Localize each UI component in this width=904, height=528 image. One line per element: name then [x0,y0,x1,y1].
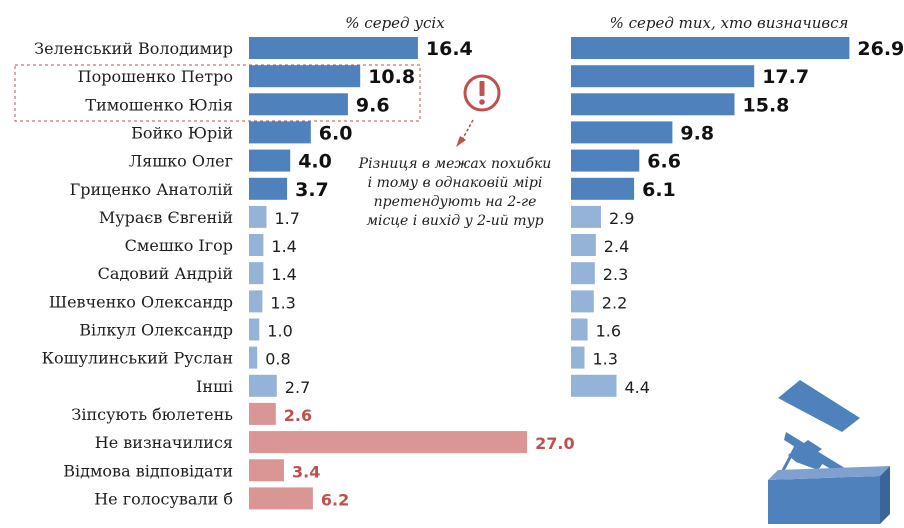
category-label: Кошулинський Руслан [42,349,233,368]
bar-series1 [249,346,258,369]
bar-series1 [249,37,418,59]
bar-series2 [571,93,735,116]
data-label-series2: 17.7 [762,66,809,88]
data-label-series2: 6.1 [642,179,676,201]
annotation-line: місце і вихід у 2-ий тур [366,213,543,229]
data-label-series1: 1.3 [270,293,295,312]
exclamation-circle-icon [463,74,501,112]
series2-header: % серед тих, хто визначився [610,14,849,32]
bar-series2 [571,149,640,172]
bar-series1 [249,93,348,116]
data-label-series1: 1.4 [271,237,296,256]
data-label-series2: 2.3 [603,265,628,284]
data-label-series1: 6.2 [321,490,349,509]
bar-series1 [249,234,264,256]
annotation-line: і тому в однаковій мірі [368,175,543,191]
data-label-series2: 6.6 [647,151,681,173]
annotation-arrow [456,119,474,147]
bar-series1 [249,487,313,510]
category-label: Вілкул Олександр [79,321,233,340]
bar-series2 [571,65,755,88]
bar-series1 [249,459,284,482]
data-label-series2: 2.2 [602,293,627,312]
data-label-series1: 1.4 [271,265,296,284]
data-label-series1: 1.0 [267,322,292,341]
data-label-series1: 4.0 [298,151,332,173]
data-label-series1: 2.7 [285,378,310,397]
bar-series2 [571,318,588,341]
bar-series2 [571,177,635,200]
category-label: Інші [196,377,233,396]
category-label: Бойко Юрій [131,123,233,142]
bar-series1 [249,177,288,200]
data-label-series2: 15.8 [743,94,790,116]
bar-series2 [571,205,601,228]
bar-series1 [249,290,263,313]
bar-series1 [249,318,260,341]
bar-series2 [571,346,585,369]
data-label-series2: 1.3 [593,350,618,369]
bar-series2 [571,121,673,144]
annotation-line: претендують на 2-ге [374,194,537,210]
category-label: Мураєв Євгеній [99,208,233,227]
bar-series2 [571,262,595,285]
category-label: Тимошенко Юлія [85,95,233,114]
data-label-series1: 3.7 [295,179,329,201]
category-label: Зіпсують бюлетень [71,405,233,424]
bar-series1 [249,149,291,172]
data-label-series1: 9.6 [356,94,390,116]
category-label: Не голосували б [94,489,233,508]
bar-series1 [249,205,267,228]
category-label: Гриценко Анатолій [70,180,233,199]
data-label-series2: 2.9 [609,209,634,228]
data-label-series2: 1.6 [596,322,621,341]
highlight-box [14,64,421,122]
data-label-series1: 0.8 [265,350,290,369]
data-label-series1: 1.7 [275,209,300,228]
category-label: Смешко Ігор [125,236,233,255]
bar-series2 [571,234,596,256]
bar-series1 [249,431,528,454]
bar-series1 [249,121,311,144]
bar-series1 [249,374,277,397]
category-label: Ляшко Олег [129,152,233,171]
bar-series1 [249,65,361,88]
data-label-series2: 26.9 [857,38,904,60]
data-label-series1: 3.4 [292,462,320,481]
category-label: Не визначилися [95,433,233,452]
ballot-box-icon [768,380,890,524]
data-label-series1: 27.0 [535,434,574,453]
data-label-series1: 16.4 [426,38,473,60]
bar-series1 [249,402,276,425]
bar-series2 [571,290,594,313]
bar-series2 [571,374,617,397]
data-label-series2: 9.8 [680,122,714,144]
category-label: Зеленський Володимир [34,39,233,58]
bar-series1 [249,262,264,285]
category-label: Садовий Андрій [98,264,233,283]
data-label-series1: 2.6 [284,406,312,425]
category-label: Шевченко Олександр [49,292,233,311]
data-label-series2: 4.4 [625,378,650,397]
series1-header: % серед усіх [345,14,445,32]
data-label-series1: 6.0 [319,122,353,144]
annotation-line: Різниця в межах похибки [358,156,552,172]
category-label: Відмова відповідати [63,461,233,480]
category-label: Порошенко Петро [78,67,233,86]
data-label-series1: 10.8 [368,66,415,88]
data-label-series2: 2.4 [604,237,629,256]
bar-series2 [571,37,850,59]
